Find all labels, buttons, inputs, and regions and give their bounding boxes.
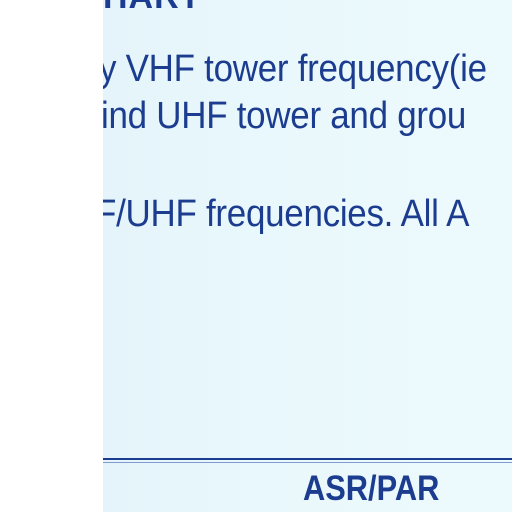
document-panel: HART y VHF tower frequency(ie ind UHF to… xyxy=(103,0,512,512)
body-text-line-3: F/UHF frequencies. All A xyxy=(103,193,470,235)
table-secondary-rule xyxy=(103,462,512,463)
section-heading: HART xyxy=(103,0,201,17)
body-text-line-2: ind UHF tower and grou xyxy=(103,95,467,137)
body-text-line-1: y VHF tower frequency(ie xyxy=(103,48,487,90)
table-column-header: ASR/PAR xyxy=(303,469,440,508)
table-top-rule xyxy=(103,458,512,460)
